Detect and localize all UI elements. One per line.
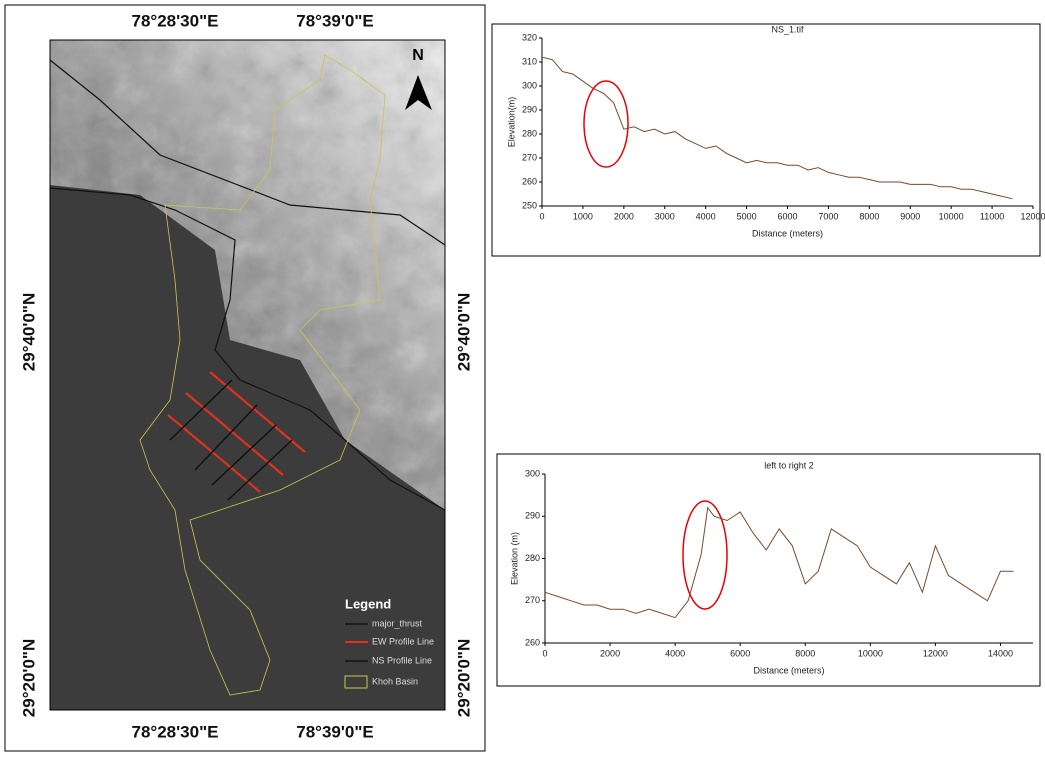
y-tick-label: 260 <box>525 637 540 647</box>
y-tick-label: 310 <box>522 56 537 66</box>
y-tick-label: 280 <box>522 128 537 138</box>
chart-frame <box>491 23 1041 257</box>
y-tick-label: 290 <box>522 104 537 114</box>
x-tick-label: 12000 <box>923 648 948 658</box>
x-tick-label: 1000 <box>573 211 593 221</box>
x-tick-label: 7000 <box>818 211 838 221</box>
lon-label: 78°39'0"E <box>296 11 374 30</box>
y-tick-label: 280 <box>525 553 540 563</box>
x-tick-label: 5000 <box>737 211 757 221</box>
north-label: N <box>412 47 424 64</box>
legend-item: major_thrust <box>372 618 423 628</box>
north-arrow <box>405 75 432 110</box>
legend-item: EW Profile Line <box>372 636 434 646</box>
y-tick-label: 270 <box>522 152 537 162</box>
y-tick-label: 320 <box>522 32 537 42</box>
x-tick-label: 0 <box>542 648 547 658</box>
charts: NS_1.tif 250 260 270 280 290 300 310 320 0 1000 200… <box>506 24 1045 675</box>
x-tick-label: 3000 <box>655 211 675 221</box>
legend-item: NS Profile Line <box>372 655 432 665</box>
legend-box <box>340 595 445 710</box>
x-tick-label: 8000 <box>795 648 815 658</box>
x-tick-label: 6000 <box>777 211 797 221</box>
x-tick-label: 6000 <box>730 648 750 658</box>
y-axis-label: Elevation(m) <box>506 97 516 148</box>
lat-label: 29°40'0"N <box>454 293 473 371</box>
profile-line <box>541 56 1013 200</box>
y-tick-label: 300 <box>522 80 537 90</box>
x-tick-label: 4000 <box>665 648 685 658</box>
ns-profiles <box>169 379 293 501</box>
x-tick-label: 0 <box>539 211 544 221</box>
thrust <box>49 59 446 246</box>
y-tick-label: 290 <box>525 511 540 521</box>
lon-label: 78°28'30"E <box>132 11 219 30</box>
lon-label: 78°39'0"E <box>296 722 374 741</box>
y-tick-label: 300 <box>525 468 540 478</box>
x-axis-label: Distance (meters) <box>752 228 823 238</box>
y-axis-label: Elevation (m) <box>509 532 519 585</box>
map-neatline <box>49 39 446 711</box>
basin <box>139 54 386 696</box>
highlight <box>682 500 728 610</box>
chart-title: left to right 2 <box>764 460 814 470</box>
lat-label: 29°40'0"N <box>19 293 38 371</box>
y-tick-label: 270 <box>525 595 540 605</box>
legend-item: Khoh Basin <box>372 676 418 686</box>
thrust <box>49 187 446 511</box>
x-axis-label: Distance (meters) <box>753 665 824 675</box>
x-tick-label: 10000 <box>858 648 883 658</box>
relief <box>50 40 445 510</box>
x-tick-label: 14000 <box>988 648 1013 658</box>
x-tick-label: 10000 <box>939 211 964 221</box>
x-tick-label: 2000 <box>614 211 634 221</box>
chart-title: NS_1.tif <box>771 24 804 34</box>
highlight <box>583 80 629 168</box>
chart-frame <box>496 453 1041 687</box>
x-tick-label: 9000 <box>900 211 920 221</box>
legend-title: Legend <box>345 596 391 611</box>
lon-label: 78°28'30"E <box>132 722 219 741</box>
lat-label: 29°20'0"N <box>19 639 38 717</box>
x-tick-label: 12000 <box>1020 211 1045 221</box>
y-tick-label: 260 <box>522 176 537 186</box>
x-tick-label: 8000 <box>859 211 879 221</box>
map: N Legend major_thrust EW Profile Line NS… <box>4 4 486 752</box>
x-tick-label: 2000 <box>600 648 620 658</box>
y-tick-label: 250 <box>522 200 537 210</box>
profile-line <box>544 506 1014 619</box>
x-tick-label: 4000 <box>696 211 716 221</box>
x-tick-label: 11000 <box>980 211 1004 221</box>
lat-label: 29°20'0"N <box>454 639 473 717</box>
legend-symbol <box>344 675 368 689</box>
